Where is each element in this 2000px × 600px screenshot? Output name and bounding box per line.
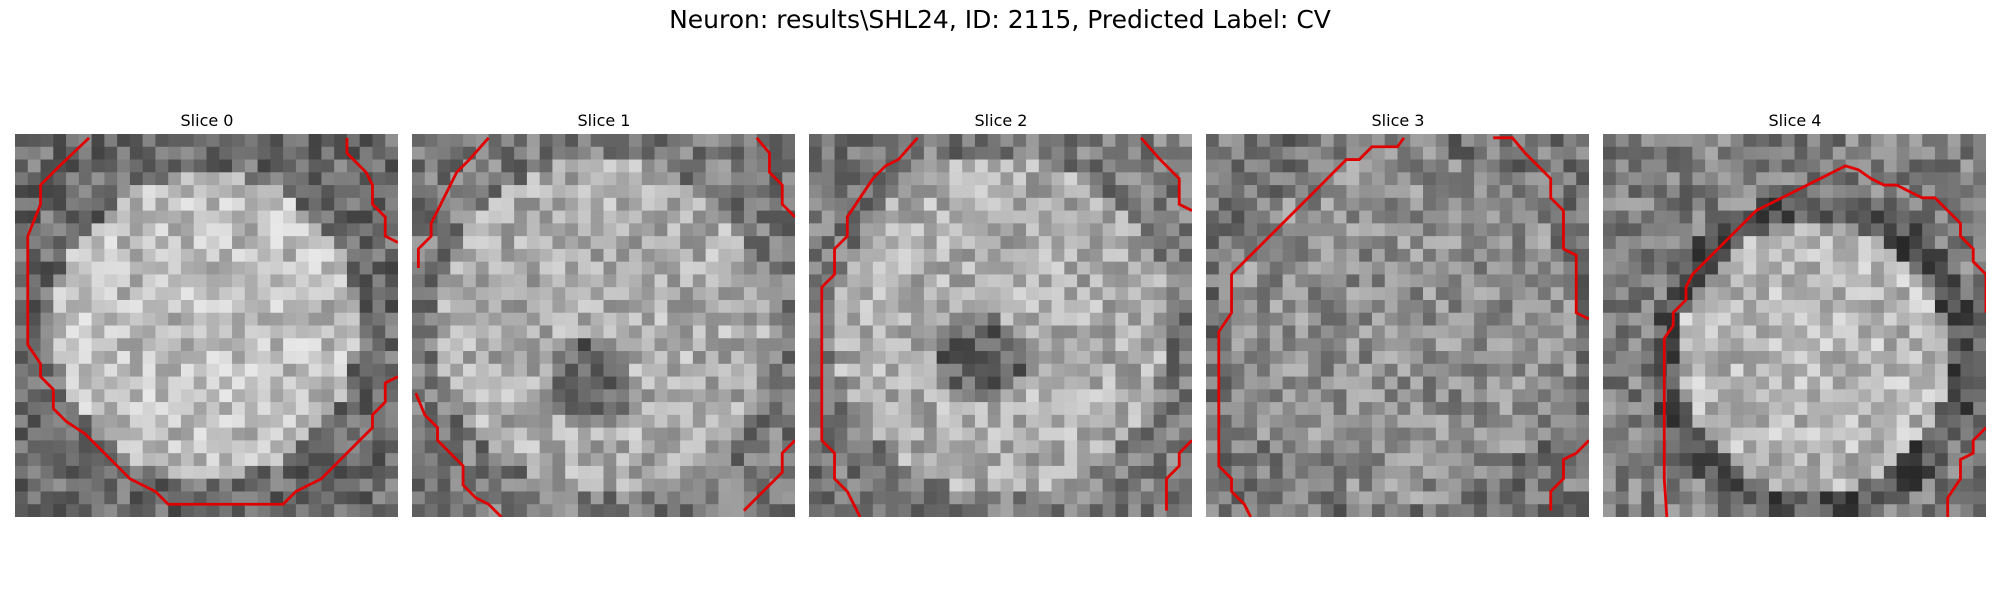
contour-line bbox=[414, 136, 795, 517]
contour-line bbox=[1662, 164, 1986, 517]
contour-line bbox=[820, 136, 1192, 517]
figure-title: Neuron: results\SHL24, ID: 2115, Predict… bbox=[669, 5, 1331, 34]
slice-panel-4: Slice 4 bbox=[1603, 108, 1987, 517]
slice-panel-3: Slice 3 bbox=[1206, 108, 1590, 517]
slice-panel-1: Slice 1 bbox=[412, 108, 796, 517]
slice-title: Slice 0 bbox=[180, 111, 234, 130]
contour-line bbox=[26, 136, 398, 506]
slice-panel-2: Slice 2 bbox=[809, 108, 1193, 517]
slice-title: Slice 3 bbox=[1371, 111, 1425, 130]
slice-image bbox=[412, 134, 795, 517]
slice-title: Slice 2 bbox=[974, 111, 1028, 130]
slice-image bbox=[809, 134, 1192, 517]
contour-line bbox=[1217, 136, 1589, 517]
slice-title: Slice 4 bbox=[1768, 111, 1822, 130]
slice-image bbox=[15, 134, 398, 517]
slice-image bbox=[1206, 134, 1589, 517]
slice-image bbox=[1603, 134, 1986, 517]
slice-title: Slice 1 bbox=[577, 111, 631, 130]
slice-panel-0: Slice 0 bbox=[15, 108, 399, 517]
